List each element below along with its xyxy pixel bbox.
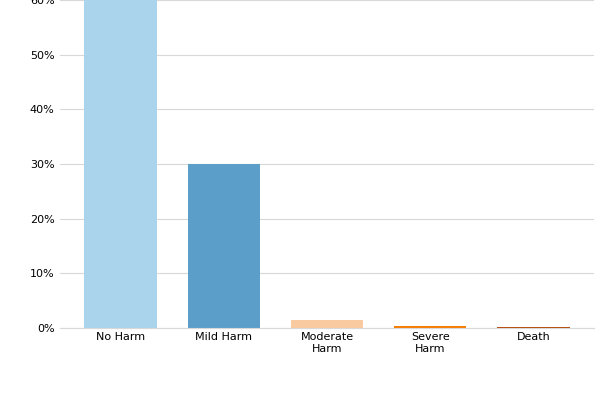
Bar bbox=[84, 0, 157, 328]
Bar bbox=[291, 320, 363, 328]
Bar bbox=[497, 327, 570, 328]
Bar bbox=[394, 326, 466, 328]
Bar bbox=[188, 164, 260, 328]
